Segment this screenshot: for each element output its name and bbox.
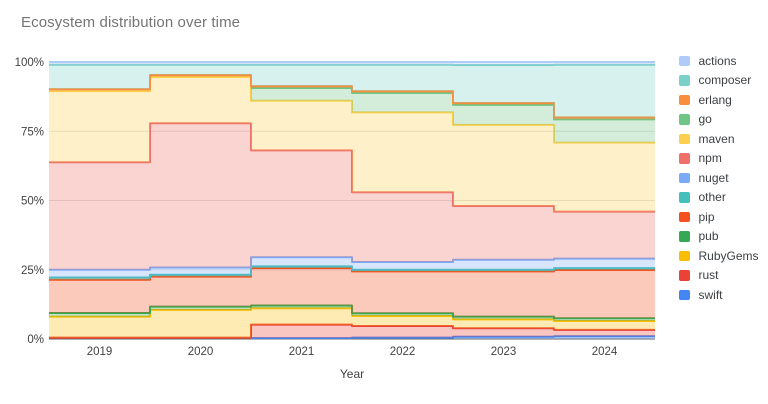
y-tick-label: 0%: [27, 334, 44, 346]
y-tick-label: 25%: [21, 265, 44, 277]
legend-item-rust: rust: [679, 266, 759, 286]
legend-swatch-npm: [679, 153, 690, 164]
legend-swatch-pub: [679, 231, 690, 242]
series-composer: [49, 63, 655, 118]
legend-item-erlang: erlang: [679, 90, 759, 110]
legend-label: composer: [698, 73, 752, 88]
series-actions: [49, 61, 655, 66]
legend-label: rust: [698, 268, 719, 283]
x-axis-title: Year: [339, 367, 365, 381]
legend-item-nuget: nuget: [679, 168, 759, 188]
y-tick-label: 50%: [21, 196, 44, 208]
chart-title: Ecosystem distribution over time: [21, 14, 241, 31]
legend-item-pip: pip: [679, 207, 759, 227]
x-tick-label: 2021: [289, 346, 315, 358]
legend-item-go: go: [679, 110, 759, 130]
legend-item-npm: npm: [679, 149, 759, 169]
series-rust: [49, 323, 655, 339]
y-tick-label: 75%: [21, 126, 44, 138]
legend: actions composer erlang go maven npm nuget othe…: [679, 51, 759, 305]
legend-label: go: [698, 112, 712, 127]
series-other: [49, 265, 655, 280]
legend-swatch-maven: [679, 133, 690, 144]
legend-swatch-go: [679, 114, 690, 125]
legend-item-actions: actions: [679, 51, 759, 71]
legend-item-composer: composer: [679, 71, 759, 91]
legend-label: pip: [698, 209, 715, 224]
x-tick-label: 2023: [491, 346, 517, 358]
x-tick-label: 2022: [390, 346, 416, 358]
legend-item-pub: pub: [679, 227, 759, 247]
series-erlang: [49, 74, 655, 120]
x-tick-label: 2024: [592, 346, 618, 358]
legend-swatch-RubyGems: [679, 250, 690, 261]
y-tick-label: 100%: [15, 57, 44, 69]
legend-item-maven: maven: [679, 129, 759, 149]
legend-item-swift: swift: [679, 285, 759, 305]
legend-label: erlang: [698, 92, 732, 107]
legend-swatch-actions: [679, 55, 690, 66]
x-tick-label: 2019: [87, 346, 113, 358]
x-axis-tick-labels: 2019 2020 2021 2022 2023 2024: [87, 346, 618, 358]
series-pub: [49, 304, 655, 321]
legend-label: swift: [698, 287, 723, 302]
legend-label: pub: [698, 229, 719, 244]
x-tick-label: 2020: [188, 346, 214, 358]
legend-swatch-nuget: [679, 172, 690, 183]
legend-label: actions: [698, 53, 737, 68]
legend-swatch-swift: [679, 289, 690, 300]
series-nuget: [49, 256, 655, 278]
legend-swatch-rust: [679, 270, 690, 281]
legend-item-RubyGems: RubyGems: [679, 246, 759, 266]
legend-label: maven: [698, 131, 735, 146]
legend-label: npm: [698, 151, 722, 166]
series-swift: [49, 335, 655, 340]
legend-item-other: other: [679, 188, 759, 208]
legend-label: nuget: [698, 170, 729, 185]
legend-label: RubyGems: [698, 248, 759, 263]
y-axis-tick-labels: 0% 25% 50% 75% 100%: [15, 57, 44, 346]
legend-swatch-composer: [679, 75, 690, 86]
legend-swatch-erlang: [679, 94, 690, 105]
legend-label: other: [698, 190, 726, 205]
legend-swatch-pip: [679, 211, 690, 222]
series-npm: [49, 122, 655, 270]
legend-swatch-other: [679, 192, 690, 203]
